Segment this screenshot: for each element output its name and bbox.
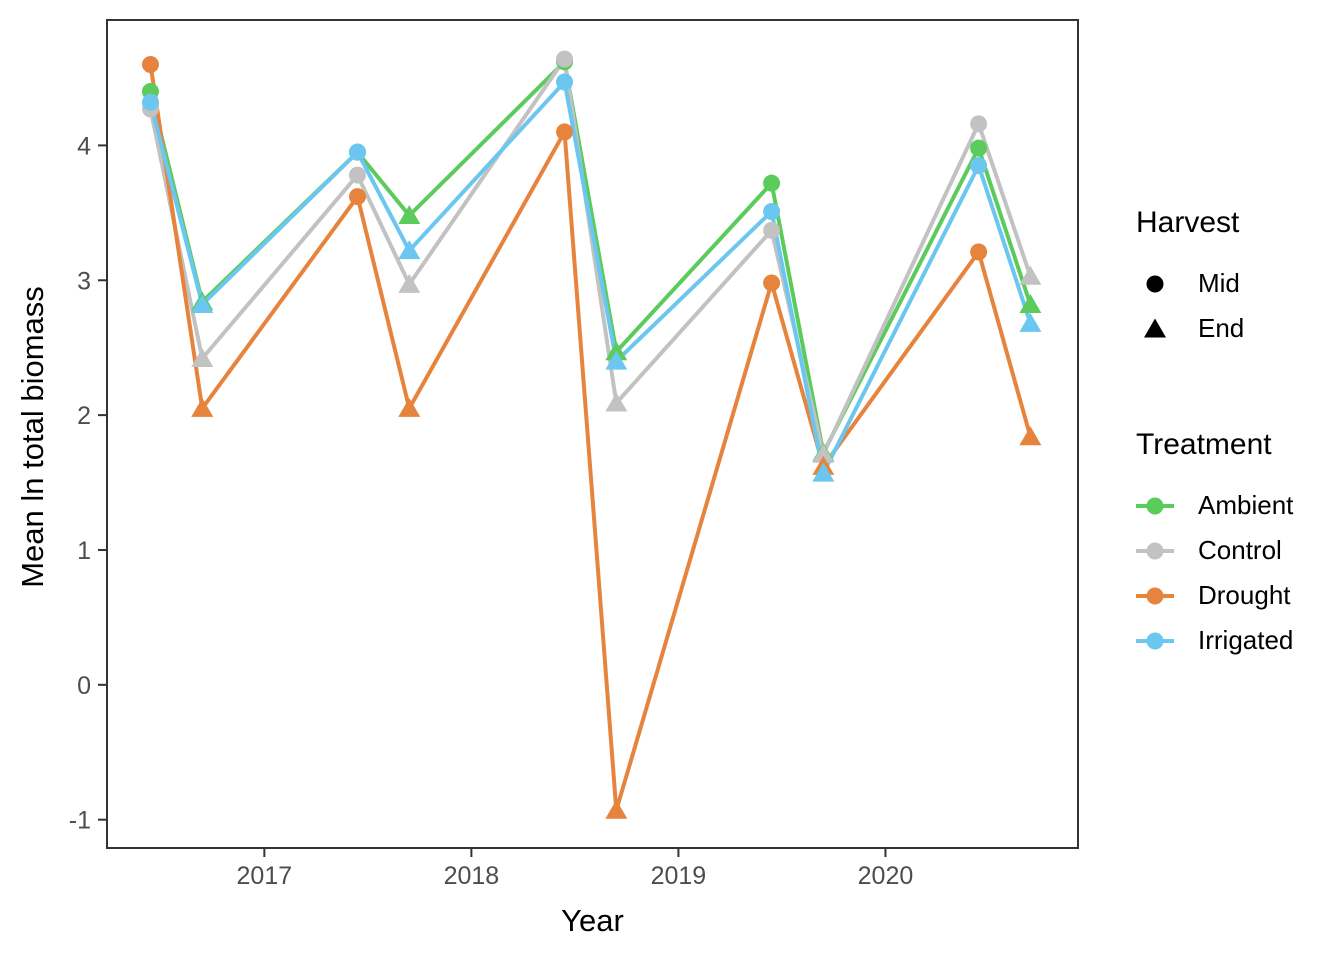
point-control-end [191,347,214,367]
legend-label-control: Control [1198,535,1282,565]
point-drought-mid [763,274,781,292]
point-drought-mid [141,56,159,74]
point-control-end [605,392,628,412]
point-ambient-end [398,205,421,225]
ambient-key-icon [1136,488,1174,524]
point-irrigated-mid [970,157,988,175]
point-control-mid [970,115,988,133]
point-ambient-mid [763,174,781,192]
legend-item-end: End [1136,306,1344,351]
series-line-ambient [148,57,1033,459]
point-control-mid [763,221,781,239]
legend-harvest: Harvest Mid End [1136,205,1344,351]
series-line-control [148,53,1033,461]
y-tick-label: 0 [77,672,91,700]
end-triangle-icon [1136,311,1174,347]
drought-key-icon [1136,578,1174,614]
point-drought-end [191,397,214,417]
point-drought-end [1019,426,1042,446]
point-control-end [1019,265,1042,285]
x-tick-label: 2017 [237,862,293,890]
y-tick-label: 4 [77,132,91,160]
point-control-mid [556,50,574,68]
legend-harvest-title: Harvest [1136,206,1240,239]
y-tick-label: 3 [77,267,91,295]
legend-item-control: Control [1136,528,1344,573]
y-tick-label: 2 [77,402,91,430]
point-irrigated-mid [141,93,159,111]
point-ambient-end [1019,294,1042,314]
irrigated-key-icon [1136,623,1174,659]
series-line-irrigated [148,77,1033,480]
y-tick-label: -1 [69,807,91,835]
x-axis-title: Year [561,903,624,938]
panel-border [106,19,1079,849]
point-control-end [398,273,421,293]
control-key-icon [1136,533,1174,569]
legend-label-ambient: Ambient [1198,490,1294,520]
point-irrigated-end [191,294,214,314]
point-drought-mid [556,123,574,141]
x-tick-label: 2020 [858,862,914,890]
legend-label-end: End [1198,313,1245,343]
legend-item-drought: Drought [1136,573,1344,618]
series-line-drought [148,64,1033,811]
point-ambient-mid [970,139,988,157]
mid-circle-icon [1136,266,1174,302]
legend-label-irrigated: Irrigated [1198,625,1294,655]
y-axis-title: Mean ln total biomass [15,286,50,588]
y-tick-label: 1 [77,537,91,565]
x-tick-label: 2018 [444,862,500,890]
point-irrigated-mid [556,73,574,91]
legend-label-drought: Drought [1198,580,1291,610]
legend-item-ambient: Ambient [1136,483,1344,528]
point-control-mid [349,166,367,184]
point-irrigated-end [398,240,421,260]
point-irrigated-end [812,462,835,482]
point-drought-mid [970,243,988,261]
point-irrigated-mid [349,143,367,161]
point-drought-mid [349,188,367,206]
point-irrigated-end [605,350,628,370]
legend-treatment: Treatment Ambient Control Drought Irrigated [1136,427,1344,663]
point-irrigated-mid [763,202,781,220]
point-control-end [812,443,835,463]
x-tick-label: 2019 [651,862,707,890]
point-drought-end [605,799,628,819]
legend-label-mid: Mid [1198,268,1240,298]
legend-item-irrigated: Irrigated [1136,618,1344,663]
legend-item-mid: Mid [1136,261,1344,306]
point-irrigated-end [1019,312,1042,332]
point-drought-end [398,397,421,417]
legend-treatment-title: Treatment [1136,428,1272,461]
